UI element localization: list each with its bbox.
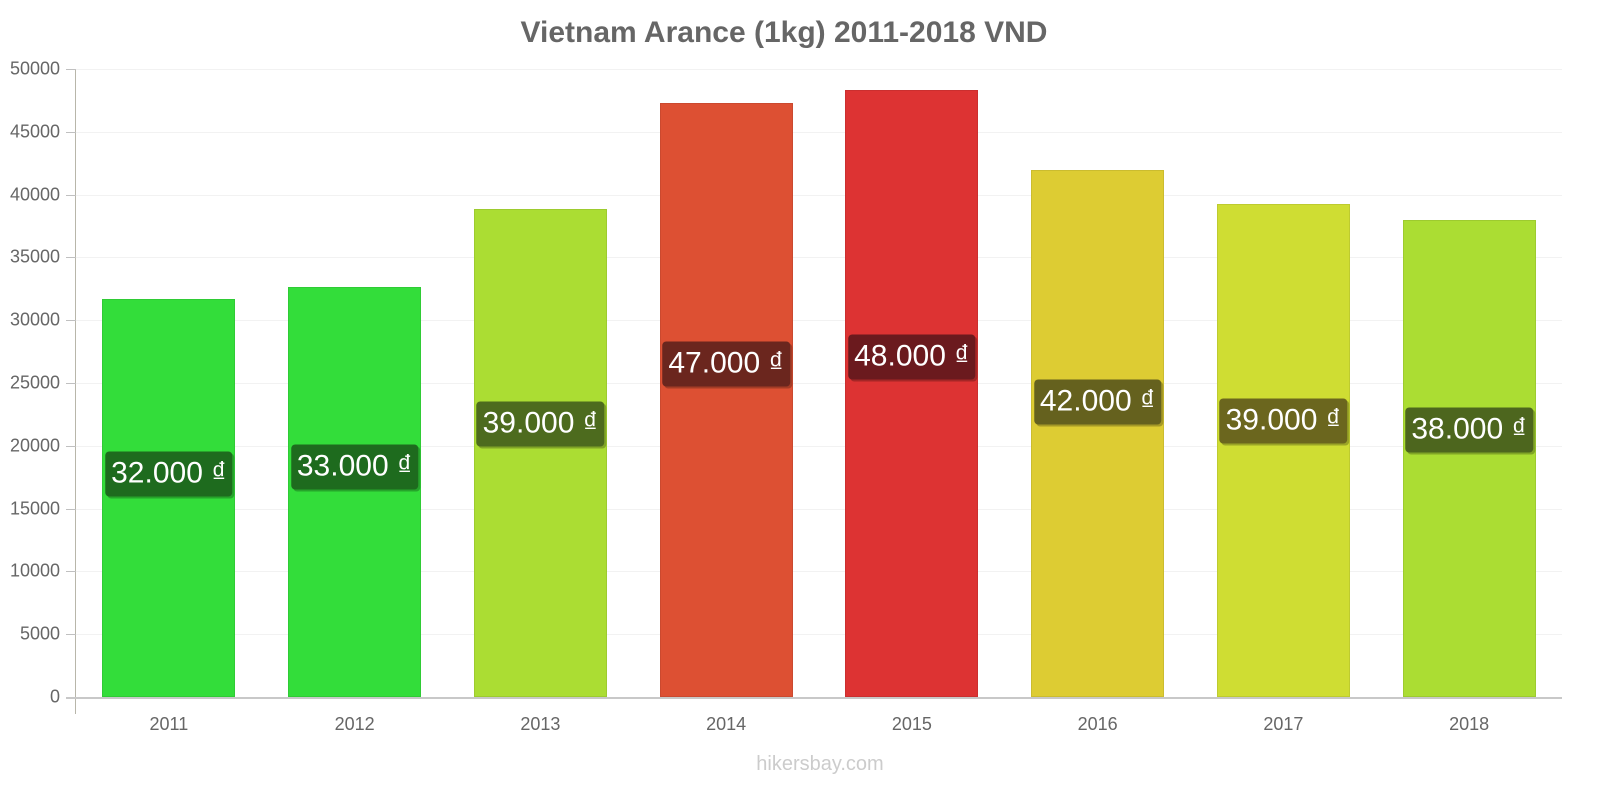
y-tick-label: 30000 xyxy=(9,309,60,330)
data-label: 39.000 ₫ xyxy=(1219,398,1348,444)
y-tick-mark xyxy=(66,131,76,133)
data-label: 48.000 ₫ xyxy=(848,334,976,380)
gridline xyxy=(76,634,1562,636)
gridline xyxy=(76,383,1562,384)
gridline xyxy=(76,508,1562,510)
data-label: 38.000 ₫ xyxy=(1405,407,1533,453)
x-tick-label: 2017 xyxy=(1263,714,1304,734)
gridline xyxy=(76,131,1562,133)
data-label: 42.000 ₫ xyxy=(1033,379,1162,425)
y-tick-mark xyxy=(66,445,76,447)
y-tick-label: 25000 xyxy=(9,372,60,393)
bar-2013[interactable] xyxy=(473,209,607,697)
data-label: 32.000 ₫ xyxy=(105,451,233,497)
gridline xyxy=(76,320,1562,322)
gridline xyxy=(76,69,1562,70)
bar-2012[interactable] xyxy=(288,286,422,697)
y-axis-line xyxy=(75,69,76,714)
y-tick-label: 15000 xyxy=(9,498,60,519)
gridline xyxy=(76,571,1562,573)
x-tick-label: 2015 xyxy=(891,714,932,734)
y-tick-mark xyxy=(66,257,76,259)
x-tick-label: 2013 xyxy=(520,714,561,734)
y-tick-mark xyxy=(66,571,76,573)
y-tick-label: 45000 xyxy=(9,121,60,142)
y-tick-mark xyxy=(66,383,76,384)
y-tick-label: 20000 xyxy=(9,435,60,456)
x-tick-label: 2011 xyxy=(149,714,189,734)
bar-2015[interactable] xyxy=(845,89,979,697)
chart-title: Vietnam Arance (1kg) 2011-2018 VND xyxy=(520,16,1048,49)
bar-2014[interactable] xyxy=(659,102,793,697)
bar-2011[interactable] xyxy=(102,298,236,697)
x-axis-line xyxy=(66,697,1562,699)
x-tick-label: 2012 xyxy=(334,714,375,734)
watermark: hikersbay.com xyxy=(756,753,884,775)
data-label: 33.000 ₫ xyxy=(290,444,419,490)
data-label: 47.000 ₫ xyxy=(662,341,790,387)
bar-2016[interactable] xyxy=(1031,169,1165,697)
y-tick-label: 50000 xyxy=(9,58,60,79)
y-tick-label: 0 xyxy=(49,686,60,707)
y-tick-mark xyxy=(66,320,76,322)
gridline xyxy=(76,257,1562,259)
bar-2018[interactable] xyxy=(1402,219,1536,697)
y-tick-mark xyxy=(66,508,76,510)
y-tick-label: 5000 xyxy=(19,623,60,644)
gridline xyxy=(76,445,1562,447)
gridline xyxy=(76,194,1562,196)
data-label: 39.000 ₫ xyxy=(476,401,605,447)
x-tick-label: 2014 xyxy=(706,714,747,734)
bar-2017[interactable] xyxy=(1216,204,1350,697)
y-tick-mark xyxy=(66,194,76,196)
y-tick-label: 35000 xyxy=(9,246,60,267)
y-tick-label: 40000 xyxy=(9,184,60,205)
x-tick-label: 2016 xyxy=(1077,714,1118,734)
y-tick-mark xyxy=(66,634,76,636)
y-tick-label: 10000 xyxy=(9,560,60,581)
y-tick-mark xyxy=(66,69,76,70)
x-tick-label: 2018 xyxy=(1449,714,1490,734)
